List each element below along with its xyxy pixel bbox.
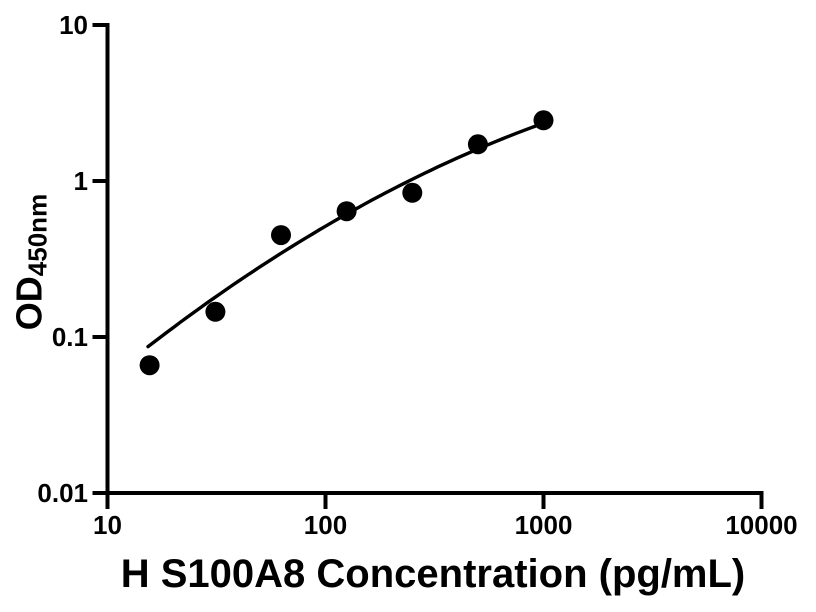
data-point — [336, 201, 357, 222]
x-tick-label: 100 — [304, 510, 347, 540]
data-point — [271, 225, 291, 246]
x-tick-label: 10000 — [725, 510, 797, 540]
data-point — [139, 355, 160, 376]
y-tick-label: 10 — [59, 10, 88, 40]
x-tick-label: 1000 — [515, 510, 573, 540]
y-tick-label: 1 — [74, 166, 88, 196]
y-axis-title-subscript: 450nm — [22, 193, 53, 277]
x-axis-title: H S100A8 Concentration (pg/mL) — [120, 552, 746, 596]
y-axis-title: OD450nm — [8, 193, 53, 331]
y-tick-label: 0.1 — [52, 322, 88, 352]
data-point — [533, 110, 554, 131]
x-tick-label: 10 — [93, 510, 122, 540]
y-tick-label: 0.01 — [37, 478, 88, 508]
data-point — [467, 134, 488, 155]
y-axis-title-text: OD — [8, 276, 50, 331]
data-point — [402, 182, 423, 203]
data-point — [205, 301, 226, 322]
